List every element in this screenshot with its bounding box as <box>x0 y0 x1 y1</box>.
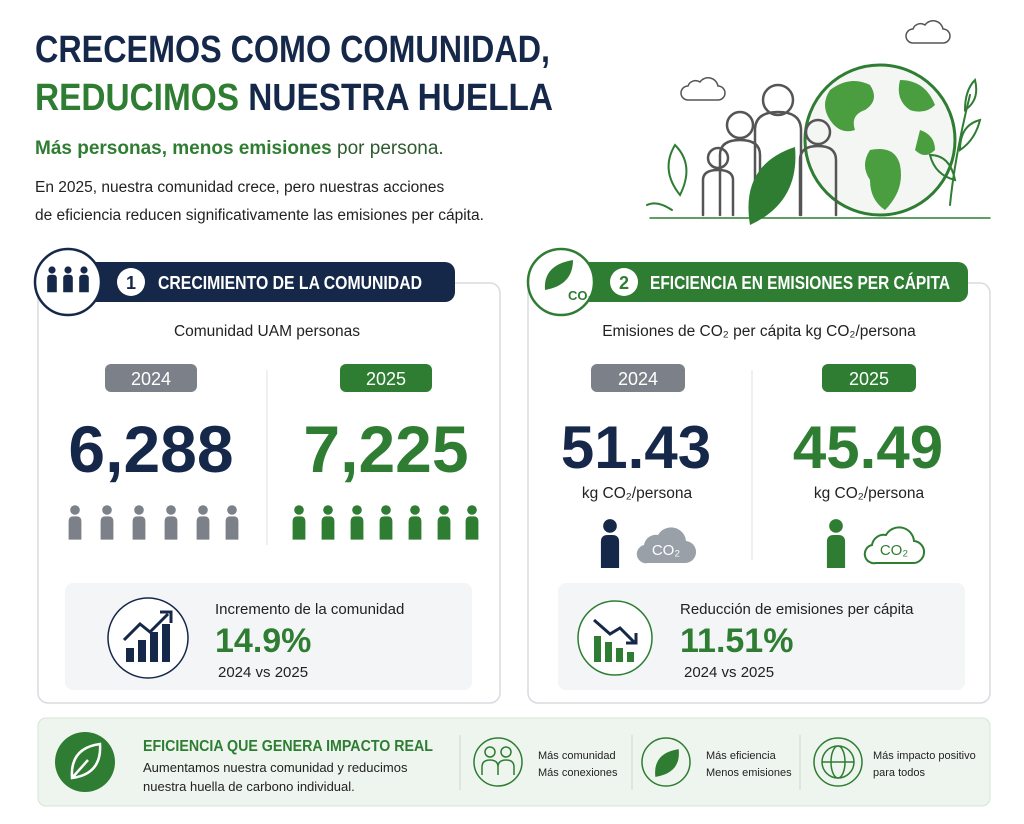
person-icon <box>600 519 620 568</box>
year-label: 2025 <box>849 369 889 389</box>
summary-icon <box>107 597 189 679</box>
year-pill <box>591 364 685 392</box>
cloud-text: CO₂ <box>652 542 681 559</box>
footer-item-line: Más eficiencia <box>706 750 777 762</box>
footer-title: EFICIENCIA QUE GENERA IMPACTO REAL <box>143 738 433 755</box>
year-pill <box>340 364 432 392</box>
metric-unit: kg CO₂/persona <box>814 485 925 502</box>
metric-value: 45.49 <box>793 414 943 481</box>
metric-value: 6,288 <box>68 412 233 486</box>
metric-value: 7,225 <box>303 412 468 486</box>
leaf-icon <box>70 742 102 780</box>
summary-comparison: 2024 vs 2025 <box>684 664 774 681</box>
section-title: CRECIMIENTO DE LA COMUNIDAD <box>158 273 422 293</box>
intro-line: de eficiencia reducen significativamente… <box>35 207 484 224</box>
section-title: EFICIENCIA EN EMISIONES PER CÁPITA <box>650 272 950 293</box>
metric-label: Comunidad UAM personas <box>174 323 360 340</box>
footer-card <box>37 717 991 807</box>
summary-value: 11.51% <box>680 622 793 660</box>
intro-line: En 2025, nuestra comunidad crece, pero n… <box>35 179 445 196</box>
footer-item-line: Más comunidad <box>538 750 616 762</box>
title-highlight: REDUCIMOS <box>35 77 239 119</box>
footer-item-line: Más impacto positivo <box>873 750 976 762</box>
cloud-text: CO₂ <box>880 542 909 559</box>
footer-item-line: Más conexiones <box>538 767 618 779</box>
section-header <box>561 262 968 302</box>
section-number: 2 <box>619 273 629 293</box>
badge-icon-text: CO₂ <box>568 288 594 303</box>
summary-value: 14.9% <box>215 622 311 660</box>
title-line1: CRECEMOS COMO COMUNIDAD, <box>35 29 550 71</box>
subtitle: Más personas, menos emisiones por person… <box>35 138 444 159</box>
year-label: 2025 <box>366 369 406 389</box>
subtitle-rest: por persona. <box>337 138 444 159</box>
section-number-badge <box>117 268 145 296</box>
subtitle-highlight: Más personas, menos emisiones <box>35 138 332 159</box>
summary-comparison: 2024 vs 2025 <box>218 664 308 681</box>
title-rest: NUESTRA HUELLA <box>248 77 553 119</box>
year-label: 2024 <box>131 369 171 389</box>
metric-label: Emisiones de CO₂ per cápita kg CO₂/perso… <box>602 323 916 340</box>
year-label: 2024 <box>618 369 658 389</box>
metric-value: 51.43 <box>561 414 711 481</box>
footer-item-line: para todos <box>873 767 925 779</box>
footer-description: Aumentamos nuestra comunidad y reducimos <box>143 760 408 775</box>
title-line2: REDUCIMOS NUESTRA HUELLA <box>35 77 553 119</box>
summary-card <box>558 583 965 690</box>
section-icon: CO₂ <box>526 247 596 317</box>
illustration <box>646 20 991 225</box>
section-number: 1 <box>126 273 136 293</box>
section-number-badge <box>610 268 638 296</box>
person-icon <box>826 519 846 568</box>
year-pill <box>822 364 916 392</box>
footer-description: nuestra huella de carbono individual. <box>143 779 355 794</box>
summary-label: Incremento de la comunidad <box>215 601 404 618</box>
footer-item-icons <box>473 737 863 787</box>
metric-unit: kg CO₂/persona <box>582 485 693 502</box>
summary-icon <box>577 600 653 676</box>
footer-item-line: Menos emisiones <box>706 767 792 779</box>
section-header <box>68 262 455 302</box>
summary-label: Reducción de emisiones per cápita <box>680 601 914 618</box>
section-icon <box>33 247 103 317</box>
year-pill <box>105 364 197 392</box>
